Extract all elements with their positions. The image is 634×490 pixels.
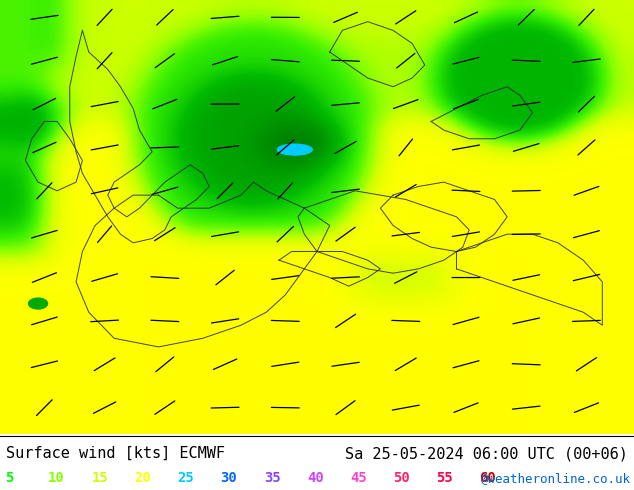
Text: 60: 60 bbox=[479, 471, 496, 486]
Text: 50: 50 bbox=[393, 471, 410, 486]
Text: 5: 5 bbox=[5, 471, 13, 486]
Ellipse shape bbox=[29, 298, 48, 309]
Text: 10: 10 bbox=[48, 471, 65, 486]
Text: 25: 25 bbox=[178, 471, 194, 486]
Text: 40: 40 bbox=[307, 471, 323, 486]
Text: 35: 35 bbox=[264, 471, 280, 486]
Text: 15: 15 bbox=[91, 471, 108, 486]
Text: Surface wind [kts] ECMWF: Surface wind [kts] ECMWF bbox=[6, 446, 225, 461]
Ellipse shape bbox=[278, 144, 312, 155]
Text: @weatheronline.co.uk: @weatheronline.co.uk bbox=[481, 472, 631, 486]
Text: 20: 20 bbox=[134, 471, 151, 486]
Text: 45: 45 bbox=[350, 471, 366, 486]
Text: 30: 30 bbox=[221, 471, 237, 486]
Text: Sa 25-05-2024 06:00 UTC (00+06): Sa 25-05-2024 06:00 UTC (00+06) bbox=[345, 446, 628, 461]
Text: 55: 55 bbox=[436, 471, 453, 486]
